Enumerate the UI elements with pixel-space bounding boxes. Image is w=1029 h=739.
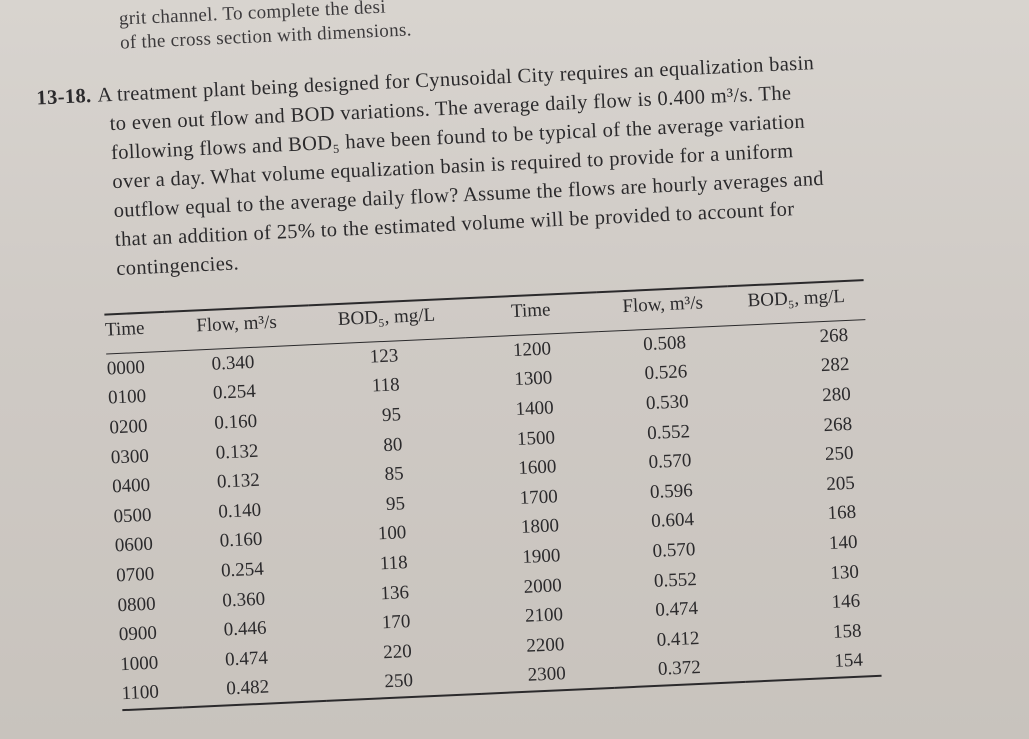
cell-time: 0600 [114,533,154,557]
cell-time: 1100 [120,677,182,711]
problem-number: 13-18. [36,84,93,110]
cell-bod-2: 154 [744,645,882,683]
header-flow: Flow, m³/s [163,305,310,352]
cell-time: 1000 [119,652,159,675]
cell-flow: 0.482 [180,670,326,708]
flow-bod-table: Time Flow, m³/s BOD₅, mg/L Time Flow, m³… [104,279,882,711]
header-time-2: Time [463,292,599,338]
cell-time: 0200 [109,415,148,439]
header-flow-2: Flow, m³/s [596,286,730,332]
cell-time: 0100 [107,386,147,409]
problem-13-18: 13-18. A treatment plant being designed f… [36,44,944,288]
cell-time: 0700 [115,563,155,587]
header-bod-2: BOD₅, mg/L [727,280,866,326]
cell-time: 0500 [113,504,152,528]
cell-bod: 250 [324,663,482,702]
cell-time-2: 2300 [480,657,615,694]
cell-time: 0300 [110,445,150,469]
cell-time: 0400 [111,474,151,498]
table-body: 0000 0.340 123 1200 0.508 268 0100 0.254 118 130… [106,320,882,711]
cell-time: 0800 [117,593,157,616]
header-time: Time [104,311,166,355]
cell-time: 0900 [118,622,158,646]
cell-flow-2: 0.372 [613,651,746,688]
cell-time: 0000 [106,356,146,380]
